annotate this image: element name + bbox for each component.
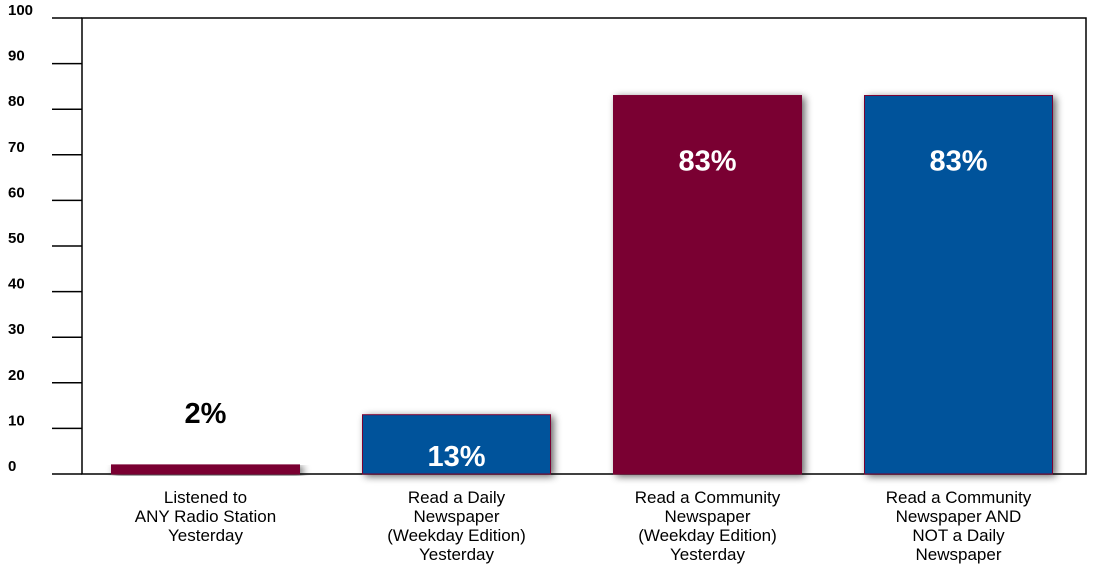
- bars-group: [111, 95, 1053, 475]
- data-label: 83%: [678, 146, 736, 178]
- bar: [362, 414, 551, 475]
- x-tick-label: Read a Community: [635, 488, 781, 507]
- x-tick-label: Listened to: [164, 488, 247, 507]
- y-tick-label: 10: [8, 412, 25, 429]
- bar: [864, 95, 1053, 475]
- y-tick-label: 70: [8, 139, 25, 156]
- y-tick-label: 20: [8, 367, 25, 384]
- y-tick-label: 60: [8, 184, 25, 201]
- x-tick-label: (Weekday Edition): [387, 526, 526, 545]
- y-tick-label: 90: [8, 48, 25, 65]
- x-tick-label: Newspaper AND: [896, 507, 1022, 526]
- bar: [613, 95, 802, 475]
- x-tick-label: Yesterday: [419, 545, 494, 564]
- x-tick-label: (Weekday Edition): [638, 526, 777, 545]
- y-tick-label: 50: [8, 230, 25, 247]
- x-tick-label: Newspaper: [414, 507, 500, 526]
- data-label: 2%: [185, 398, 227, 430]
- y-tick-label: 40: [8, 276, 25, 293]
- x-tick-label: Newspaper: [916, 545, 1002, 564]
- y-tick-label: 80: [8, 93, 25, 110]
- data-label: 13%: [427, 441, 485, 473]
- x-tick-label: Yesterday: [168, 526, 243, 545]
- x-tick-label: Newspaper: [665, 507, 751, 526]
- x-tick-label: Yesterday: [670, 545, 745, 564]
- x-tick-label: Read a Daily: [408, 488, 506, 507]
- y-axis: 0 10 20 30 40 50 60 70 80 90 100: [8, 2, 82, 475]
- x-tick-label: ANY Radio Station: [135, 507, 276, 526]
- y-tick-label: 0: [8, 458, 16, 475]
- data-label: 83%: [929, 146, 987, 178]
- bar: [111, 464, 300, 475]
- x-tick-label: Read a Community: [886, 488, 1032, 507]
- value-labels-group: 2% 13% 83% 83%: [185, 146, 988, 473]
- x-tick-label: NOT a Daily: [912, 526, 1005, 545]
- y-tick-label: 100: [8, 2, 33, 19]
- y-tick-label: 30: [8, 321, 25, 338]
